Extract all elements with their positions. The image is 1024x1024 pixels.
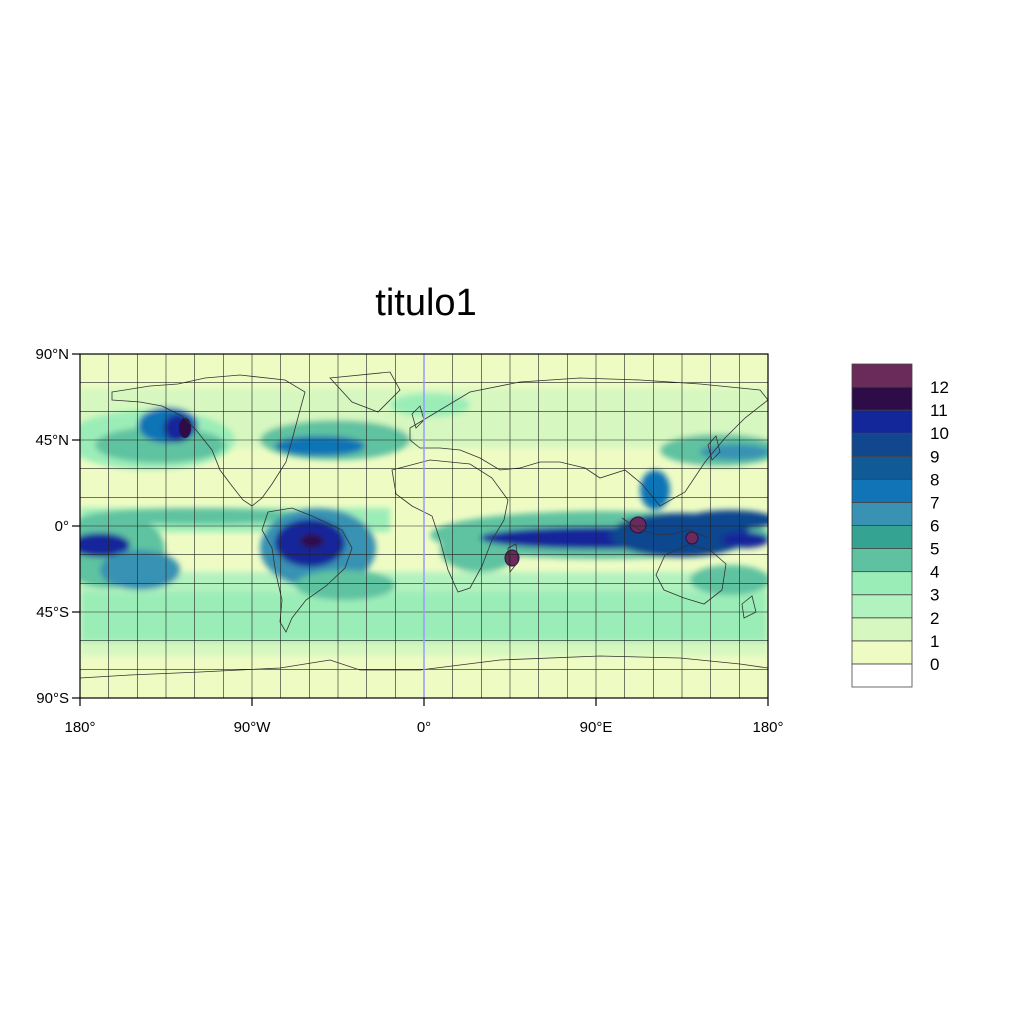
colorbar-label: 2 (930, 609, 939, 628)
coast-south-america (261, 507, 353, 633)
field-north-atlantic-core (275, 436, 365, 456)
field-west-pacific-south-core (80, 533, 130, 557)
field-north-pacific-core (95, 427, 225, 463)
field-west-pacific-core (721, 532, 768, 548)
y-tick-label: 90°S (36, 690, 69, 707)
colorbar-swatch (851, 525, 913, 549)
colorbar-label: 12 (930, 378, 949, 397)
peak-alaska (179, 418, 191, 438)
field-south-atlantic (295, 570, 395, 600)
colorbar-swatch (851, 640, 913, 665)
colorbar-label: 9 (930, 447, 939, 466)
colorbar-swatch (851, 663, 913, 688)
colorbar-swatch (851, 363, 913, 388)
colorbar-swatch (851, 617, 913, 642)
colorbar-label: 8 (930, 470, 939, 489)
coastlines (80, 371, 768, 679)
colorbar-swatch (851, 502, 913, 526)
colorbar-label: 5 (930, 540, 939, 559)
field-n-europe (390, 393, 470, 417)
coast-indonesia (621, 517, 709, 539)
field-itcz-pacific-core (90, 508, 310, 524)
y-tick-label: 90°N (35, 346, 69, 363)
y-tick-label: 0° (55, 518, 69, 535)
x-tick-label: 90°W (234, 719, 272, 736)
y-tick-label: 45°S (36, 604, 69, 621)
field-spcz (690, 565, 768, 595)
coast-australia (655, 544, 727, 605)
x-tick-label: 180° (752, 719, 783, 736)
coast-greenland (329, 371, 401, 413)
colorbar-swatch (851, 594, 913, 619)
field-west-pacific (685, 510, 768, 530)
y-axis: 90°N 45°N 0° 45°S 90°S (35, 346, 80, 707)
colorbar-swatch (851, 478, 913, 503)
colorbar-label: 10 (930, 424, 949, 443)
map-title: titulo1 (375, 282, 477, 324)
colorbar-swatch (851, 409, 913, 434)
coast-north-america (111, 374, 306, 507)
colorbar-label: 11 (930, 401, 948, 420)
plot-area (80, 354, 768, 698)
colorbar-swatch (851, 432, 913, 457)
colorbar-label: 7 (930, 493, 939, 512)
colorbar-swatch (851, 548, 913, 573)
colorbar-label: 6 (930, 517, 939, 536)
coast-africa (391, 459, 509, 593)
colorbar-label: 4 (930, 563, 939, 582)
x-tick-label: 90°E (580, 719, 613, 736)
field-bay-of-bengal (640, 470, 670, 510)
x-tick-label: 180° (64, 719, 95, 736)
y-tick-label: 45°N (35, 432, 69, 449)
coast-madagascar (507, 543, 519, 574)
colorbar-label: 3 (930, 586, 939, 605)
colorbar-swatch (851, 571, 913, 596)
field-south-pacific (100, 550, 180, 590)
colorbar-swatch (851, 455, 913, 480)
coast-eurasia (409, 377, 768, 507)
graticule (80, 354, 768, 698)
colorbar-swatch (851, 386, 913, 411)
colorbar-label: 1 (930, 632, 939, 651)
peak-new-guinea (685, 531, 699, 545)
field-amazon-peak (300, 534, 324, 548)
peak-sumatra (629, 516, 647, 534)
x-axis: 180° 90°W 0° 90°E 180° (64, 698, 784, 736)
coast-antarctica (80, 655, 768, 679)
colorbar-label: 0 (930, 655, 939, 674)
x-tick-label: 0° (417, 719, 431, 736)
